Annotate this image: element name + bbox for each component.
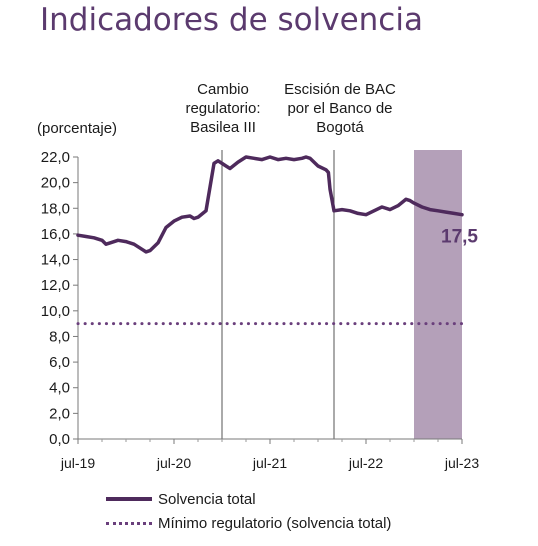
legend-swatch-solid: [106, 497, 152, 501]
end-value-label: 17,5: [441, 227, 478, 248]
y-tick-label: 22,0: [41, 149, 70, 166]
y-tick-label: 0,0: [49, 431, 70, 448]
legend-item-solvencia: Solvencia total: [106, 488, 391, 510]
annotation-basilea: Cambio regulatorio: Basilea III: [168, 80, 278, 137]
y-tick-label: 14,0: [41, 252, 70, 269]
y-tick-label: 12,0: [41, 277, 70, 294]
y-tick-label: 8,0: [49, 328, 70, 345]
chart-title: Indicadores de solvencia: [40, 2, 423, 38]
x-tick-label: jul-21: [252, 455, 287, 471]
annotation-escision-line-3: Bogotá: [316, 119, 364, 136]
x-tick-label: jul-20: [156, 455, 191, 471]
x-tick-label: jul-19: [60, 455, 95, 471]
y-tick-label: 2,0: [49, 405, 70, 422]
y-tick-label: 10,0: [41, 303, 70, 320]
annotation-basilea-line-3: Basilea III: [190, 119, 256, 136]
x-tick-label: jul-22: [348, 455, 383, 471]
y-tick-label: 20,0: [41, 175, 70, 192]
y-tick-label: 16,0: [41, 226, 70, 243]
legend-label-minimo: Mínimo regulatorio (solvencia total): [158, 514, 392, 532]
y-tick-label: 4,0: [49, 380, 70, 397]
y-tick-label: 6,0: [49, 354, 70, 371]
annotation-escision-line-2: por el Banco de: [287, 100, 393, 117]
y-axis-label: (porcentaje): [37, 120, 118, 137]
x-tick-label: jul-23: [444, 455, 479, 471]
series-line-solvencia: [76, 155, 464, 254]
shaded-region: [414, 150, 462, 439]
annotation-escision: Escisión de BAC por el Banco de Bogotá: [276, 80, 404, 137]
legend-label-solvencia: Solvencia total: [158, 490, 256, 508]
legend: Solvencia total Mínimo regulatorio (solv…: [106, 488, 391, 536]
legend-item-minimo: Mínimo regulatorio (solvencia total): [106, 512, 391, 534]
annotation-escision-line-1: Escisión de BAC: [284, 81, 396, 98]
annotation-basilea-line-2: regulatorio:: [185, 100, 261, 117]
y-tick-label: 18,0: [41, 200, 70, 217]
annotation-basilea-line-1: Cambio: [197, 81, 249, 98]
legend-swatch-dotted: [106, 521, 152, 525]
